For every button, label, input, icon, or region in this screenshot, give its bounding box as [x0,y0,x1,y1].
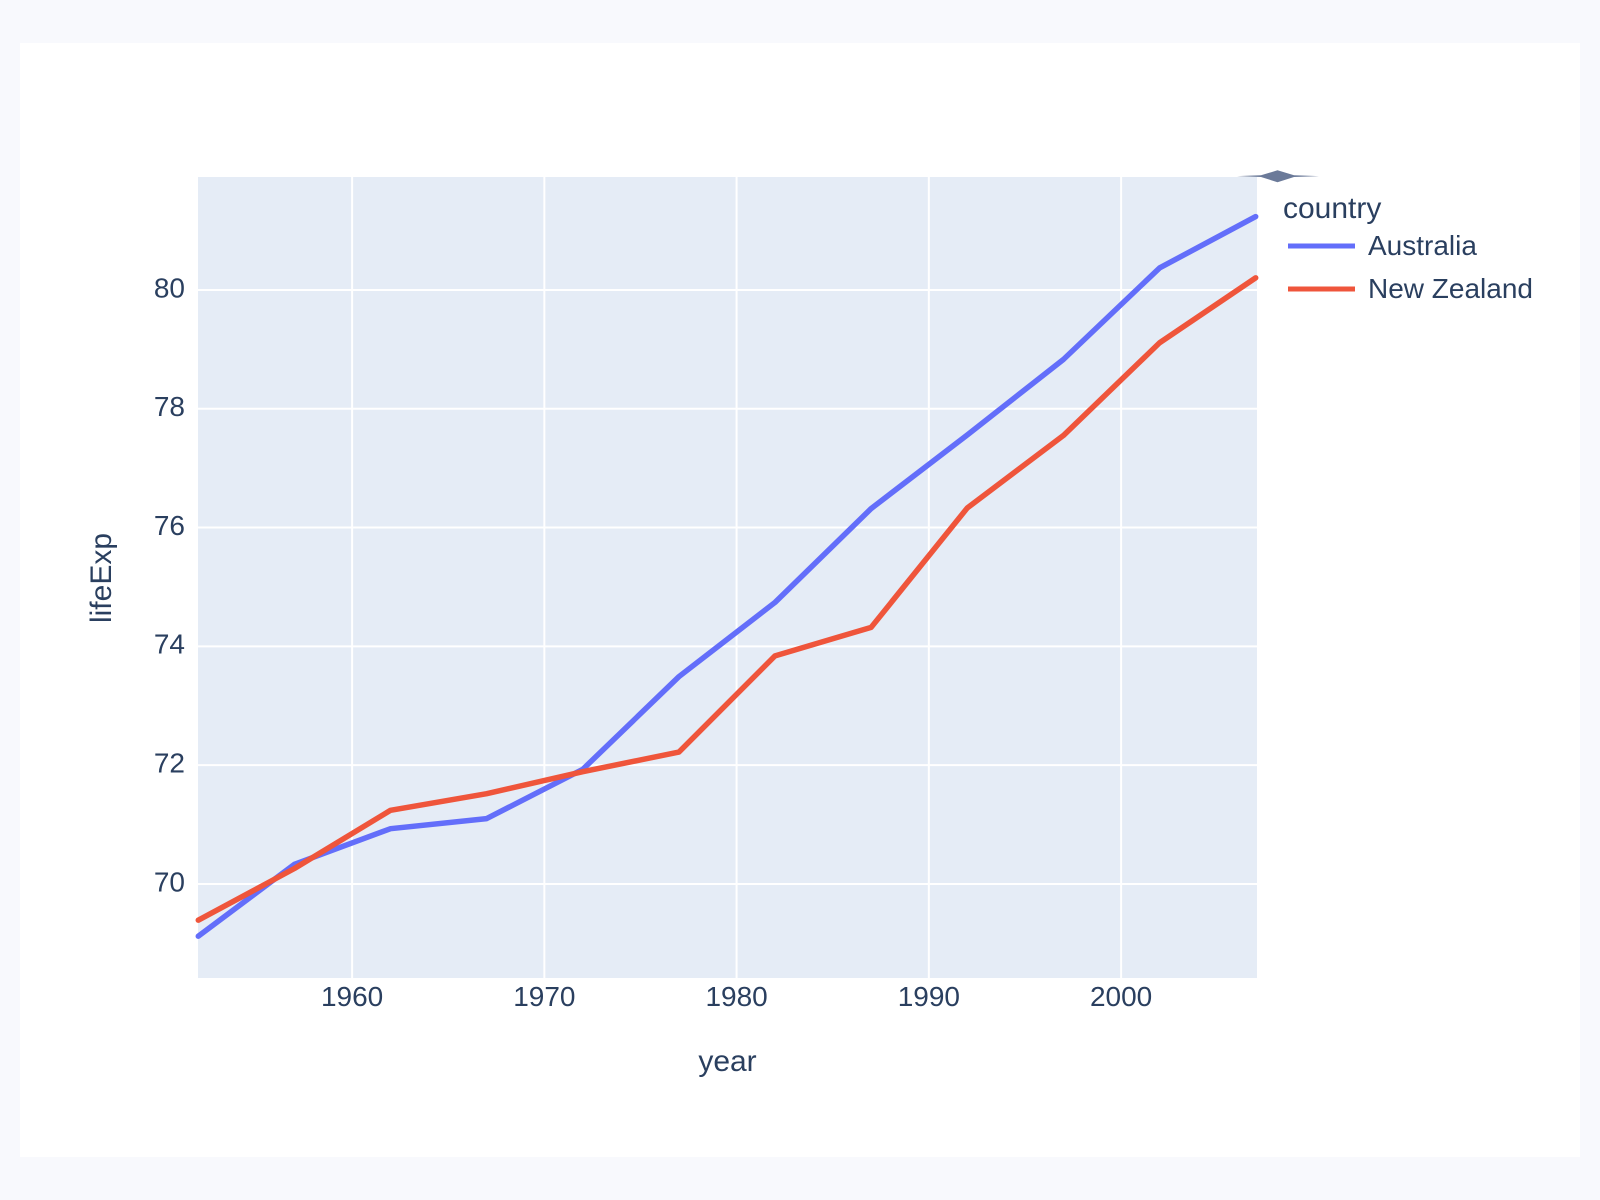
svg-text:Australia: Australia [1368,230,1477,261]
svg-text:70: 70 [154,866,185,897]
svg-text:1970: 1970 [513,981,575,1012]
svg-text:1960: 1960 [321,981,383,1012]
svg-text:1990: 1990 [898,981,960,1012]
svg-text:lifeExp: lifeExp [85,533,118,623]
svg-text:year: year [698,1045,756,1078]
svg-text:76: 76 [154,510,185,541]
svg-text:72: 72 [154,748,185,779]
svg-text:country: country [1283,192,1381,225]
svg-text:80: 80 [154,272,185,303]
svg-text:1980: 1980 [705,981,767,1012]
svg-text:74: 74 [154,629,185,660]
svg-text:2000: 2000 [1090,981,1152,1012]
svg-text:78: 78 [154,391,185,422]
svg-text:New Zealand: New Zealand [1368,273,1533,304]
